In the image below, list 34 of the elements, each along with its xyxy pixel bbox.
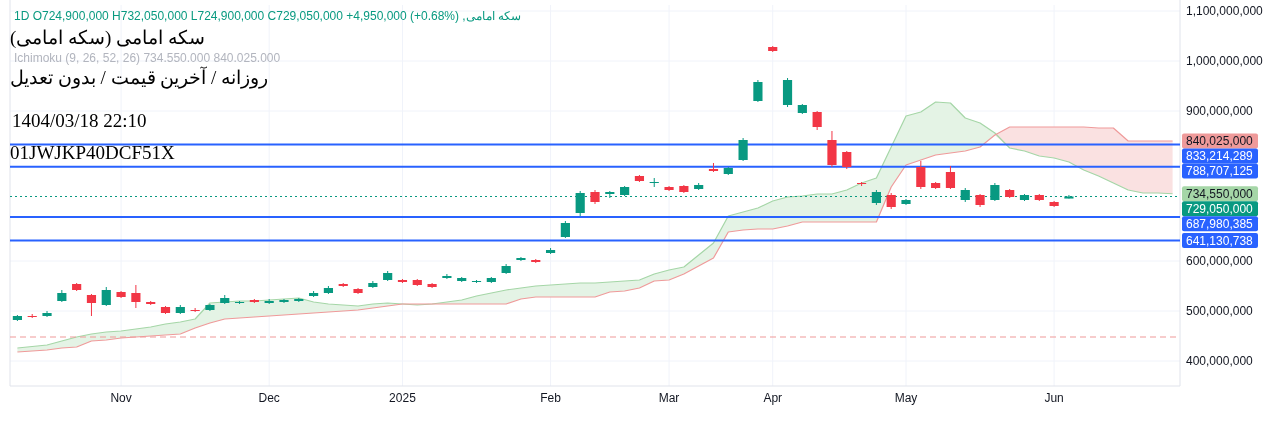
price-tag: 788,707,125 <box>1182 163 1258 179</box>
ytick: 1,100,000,000 <box>1186 4 1263 18</box>
xtick: Nov <box>110 391 132 405</box>
annotation: 01JWJKP40DCF51X <box>10 142 175 164</box>
ref-line-label: 641,130,738 <box>1186 233 1254 248</box>
ref-line-label: 729,050,000 <box>1186 202 1254 217</box>
annotation: سکه امامی, 1D O724,900,000 H732,050,000 L724,900,000 C729,050,000 +4,950,000 (+0.68%) <box>14 9 522 24</box>
price-tag: 840,025,000 <box>1182 133 1258 149</box>
xtick: 2025 <box>389 391 416 405</box>
ytick: 900,000,000 <box>1186 104 1253 118</box>
xtick: Apr <box>763 391 783 405</box>
ytick: 600,000,000 <box>1186 254 1253 268</box>
ref-line-label: 788,707,125 <box>1186 164 1254 179</box>
annotation: Ichimoku (9, 26, 52, 26) 734.550.000 840.025.000 <box>14 51 281 66</box>
xtick: May <box>894 391 918 405</box>
price-tag: 687,980,385 <box>1182 216 1258 232</box>
ytick: 500,000,000 <box>1186 304 1253 318</box>
data-label: 840,025,000 <box>1186 134 1254 149</box>
price-tag: 734,550,000 <box>1182 186 1258 202</box>
text: سکه امامی (سکه امامی) <box>10 27 205 49</box>
ytick: 400,000,000 <box>1186 354 1253 368</box>
text: روزانه / آخرین قیمت / بدون تعدیل <box>10 67 269 89</box>
annotation: 1404/03/18 22:10 <box>12 110 147 132</box>
price-tag: 729,050,000 <box>1182 201 1258 217</box>
price-tag: 833,214,289 <box>1182 148 1258 164</box>
data-label: 734,550,000 <box>1186 187 1254 202</box>
xtick: Mar <box>658 391 680 405</box>
xtick: Jun <box>1044 391 1064 405</box>
price-tag: 641,130,738 <box>1182 232 1258 248</box>
xtick: Dec <box>258 391 280 405</box>
xtick: Feb <box>540 391 561 405</box>
ytick: 1,000,000,000 <box>1186 54 1263 68</box>
ref-line-label: 833,214,289 <box>1186 149 1254 164</box>
ref-line-label: 687,980,385 <box>1186 217 1254 232</box>
